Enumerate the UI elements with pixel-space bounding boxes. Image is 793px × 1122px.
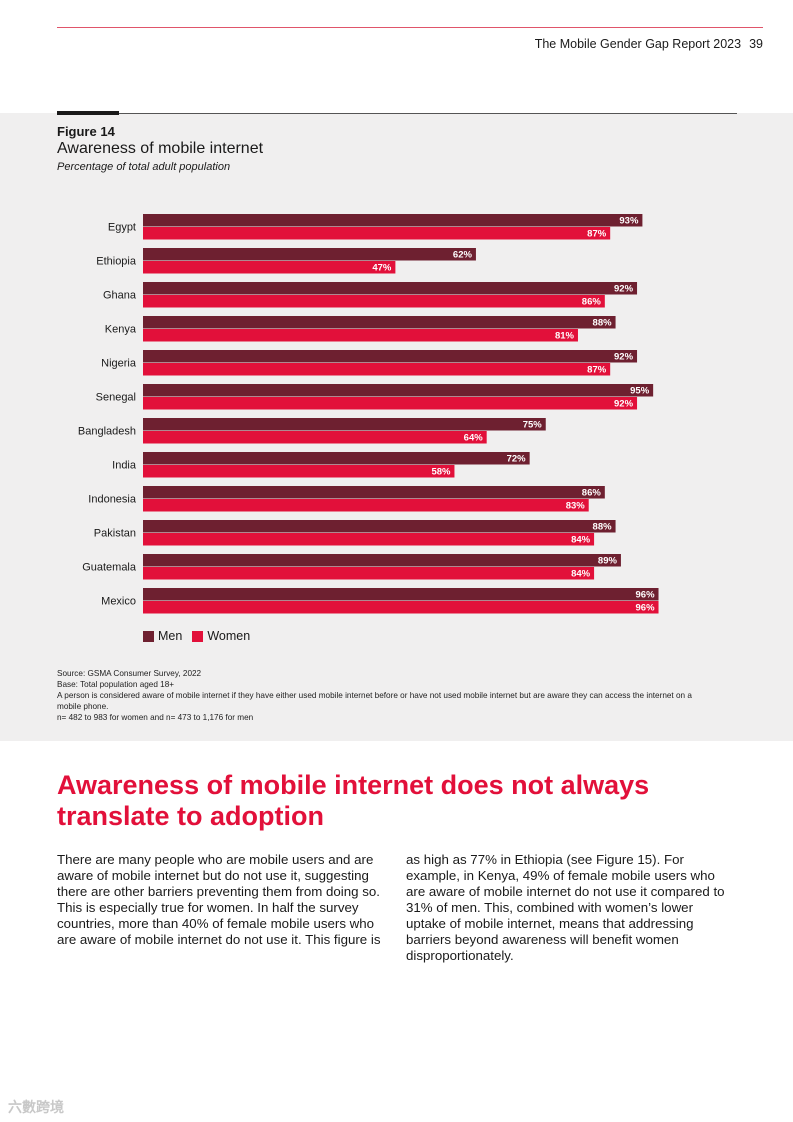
data-label-women-indonesia: 83% bbox=[566, 501, 586, 512]
category-label-mexico: Mexico bbox=[101, 596, 136, 608]
bar-men-ethiopia bbox=[143, 248, 476, 261]
header-rule bbox=[57, 27, 763, 28]
bar-women-ghana bbox=[143, 295, 605, 308]
body-column-left: There are many people who are mobile use… bbox=[57, 852, 381, 947]
data-label-women-guatemala: 84% bbox=[571, 569, 591, 580]
bar-men-india bbox=[143, 452, 530, 465]
body-column-right: as high as 77% in Ethiopia (see Figure 1… bbox=[406, 852, 725, 963]
figure-notes: Source: GSMA Consumer Survey, 2022 Base:… bbox=[57, 668, 717, 723]
data-label-men-ethiopia: 62% bbox=[453, 250, 473, 261]
bar-men-ghana bbox=[143, 282, 638, 295]
bar-men-senegal bbox=[143, 384, 654, 397]
bar-chart: Egypt 93% 87% Ethiopia 62% 47% Ghana 92% 86% Keny… bbox=[78, 214, 659, 614]
data-label-men-pakistan: 88% bbox=[593, 522, 613, 533]
bar-women-pakistan bbox=[143, 533, 595, 546]
legend-label-women: Women bbox=[207, 629, 251, 643]
data-label-women-kenya: 81% bbox=[555, 331, 575, 342]
bar-women-nigeria bbox=[143, 363, 611, 376]
data-label-men-india: 72% bbox=[507, 454, 527, 465]
data-label-women-india: 58% bbox=[431, 467, 451, 478]
section-heading: Awareness of mobile internet does not al… bbox=[57, 770, 650, 831]
data-label-men-bangladesh: 75% bbox=[523, 420, 543, 431]
panel-rule-accent bbox=[57, 111, 119, 115]
figure-title: Awareness of mobile internet bbox=[57, 140, 264, 157]
data-label-women-bangladesh: 64% bbox=[464, 433, 484, 444]
bar-men-egypt bbox=[143, 214, 643, 227]
bar-women-guatemala bbox=[143, 567, 595, 580]
bar-women-bangladesh bbox=[143, 431, 487, 444]
chart-legend: Men Women bbox=[143, 629, 260, 643]
category-label-indonesia: Indonesia bbox=[88, 494, 137, 506]
data-label-women-ethiopia: 47% bbox=[372, 263, 392, 274]
category-label-bangladesh: Bangladesh bbox=[78, 426, 136, 438]
category-label-egypt: Egypt bbox=[108, 222, 136, 234]
data-label-men-nigeria: 92% bbox=[614, 352, 634, 363]
data-label-women-nigeria: 87% bbox=[587, 365, 607, 376]
data-label-men-indonesia: 86% bbox=[582, 488, 602, 499]
note-definition: A person is considered aware of mobile i… bbox=[57, 691, 692, 711]
note-source: Source: GSMA Consumer Survey, 2022 bbox=[57, 669, 202, 678]
data-label-women-pakistan: 84% bbox=[571, 535, 591, 546]
category-label-guatemala: Guatemala bbox=[82, 562, 137, 574]
bar-men-kenya bbox=[143, 316, 616, 329]
legend-item-men: Men bbox=[143, 629, 182, 643]
page-number: 39 bbox=[749, 37, 763, 51]
watermark: 六數跨境 bbox=[8, 1099, 64, 1115]
data-label-women-senegal: 92% bbox=[614, 399, 634, 410]
bar-men-guatemala bbox=[143, 554, 621, 567]
running-header: The Mobile Gender Gap Report 2023 39 bbox=[535, 37, 763, 51]
bar-men-indonesia bbox=[143, 486, 605, 499]
data-label-women-ghana: 86% bbox=[582, 297, 602, 308]
data-label-men-egypt: 93% bbox=[619, 216, 639, 227]
data-label-men-mexico: 96% bbox=[636, 590, 656, 601]
bar-women-senegal bbox=[143, 397, 638, 410]
figure-panel: Figure 14 Awareness of mobile internet P… bbox=[0, 111, 793, 741]
data-label-women-mexico: 96% bbox=[636, 603, 656, 614]
category-label-nigeria: Nigeria bbox=[101, 358, 137, 370]
figure-subtitle: Percentage of total adult population bbox=[57, 161, 231, 173]
bar-women-kenya bbox=[143, 329, 578, 342]
panel-rule bbox=[57, 113, 737, 114]
bar-men-bangladesh bbox=[143, 418, 546, 431]
note-sample: n= 482 to 983 for women and n= 473 to 1,… bbox=[57, 713, 254, 722]
legend-label-men: Men bbox=[158, 629, 183, 643]
note-base: Base: Total population aged 18+ bbox=[57, 680, 175, 689]
category-label-senegal: Senegal bbox=[96, 392, 136, 404]
category-label-india: India bbox=[112, 460, 137, 472]
report-title: The Mobile Gender Gap Report 2023 bbox=[534, 37, 742, 51]
legend-swatch-men bbox=[143, 630, 154, 642]
legend-item-women: Women bbox=[192, 629, 250, 643]
data-label-women-egypt: 87% bbox=[587, 229, 607, 240]
bar-men-mexico bbox=[143, 588, 659, 601]
bar-women-india bbox=[143, 465, 455, 478]
bar-women-mexico bbox=[143, 601, 659, 614]
data-label-men-guatemala: 89% bbox=[598, 556, 618, 567]
figure-label: Figure 14 bbox=[57, 124, 115, 139]
data-label-men-senegal: 95% bbox=[630, 386, 650, 397]
category-label-kenya: Kenya bbox=[105, 324, 137, 336]
category-label-ghana: Ghana bbox=[103, 290, 137, 302]
legend-swatch-women bbox=[192, 630, 204, 642]
bar-women-indonesia bbox=[143, 499, 589, 512]
bar-women-egypt bbox=[143, 227, 611, 240]
data-label-men-kenya: 88% bbox=[593, 318, 613, 329]
bar-men-pakistan bbox=[143, 520, 616, 533]
bar-women-ethiopia bbox=[143, 261, 396, 274]
data-label-men-ghana: 92% bbox=[614, 284, 634, 295]
bar-men-nigeria bbox=[143, 350, 638, 363]
category-label-ethiopia: Ethiopia bbox=[96, 256, 137, 268]
category-label-pakistan: Pakistan bbox=[94, 528, 136, 540]
